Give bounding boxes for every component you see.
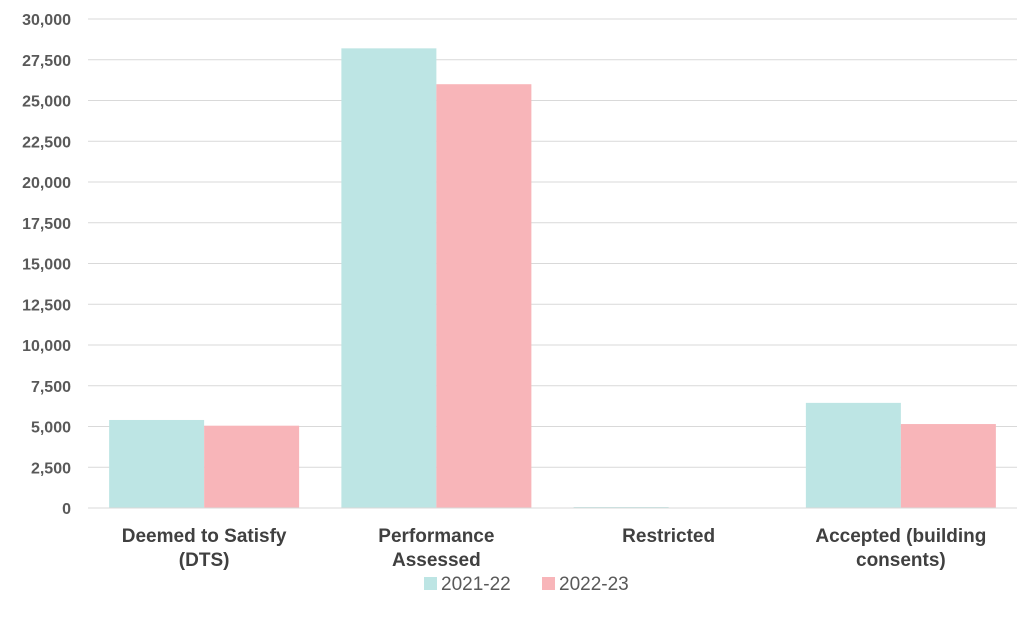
y-tick-label: 25,000 bbox=[22, 94, 71, 111]
gridlines bbox=[88, 18, 1017, 468]
bar-2022-23-3 bbox=[900, 424, 996, 508]
y-tick-label: 10,000 bbox=[22, 338, 71, 355]
y-tick-label: 12,500 bbox=[22, 297, 71, 314]
y-tick-label: 2,500 bbox=[31, 460, 71, 477]
x-tick-label: Restricted bbox=[622, 526, 715, 547]
bars bbox=[109, 48, 996, 509]
y-tick-label: 22,500 bbox=[22, 134, 71, 151]
x-tick-label: Assessed bbox=[392, 550, 481, 571]
bar-2021-22-0 bbox=[109, 419, 205, 508]
x-tick-label: consents) bbox=[856, 550, 946, 571]
y-axis: 0 2,500 5,000 7,500 10,000 12,500 15,000 17,500… bbox=[22, 12, 71, 518]
x-tick-label: Performance bbox=[378, 526, 494, 547]
y-tick-label: 5,000 bbox=[31, 420, 71, 437]
y-tick-label: 27,500 bbox=[22, 53, 71, 70]
legend-swatch bbox=[542, 577, 555, 590]
bar-2021-22-3 bbox=[805, 402, 901, 508]
legend-label: 2022-23 bbox=[559, 574, 629, 595]
bar-2021-22-1 bbox=[341, 48, 437, 509]
legend-label: 2021-22 bbox=[441, 574, 511, 595]
y-tick-label: 7,500 bbox=[31, 379, 71, 396]
y-tick-label: 15,000 bbox=[22, 257, 71, 274]
legend: 2021-22 2022-23 bbox=[424, 574, 629, 595]
x-tick-label: Accepted (building bbox=[815, 526, 986, 547]
x-tick-label: (DTS) bbox=[179, 550, 230, 571]
bar-2022-23-1 bbox=[436, 84, 532, 508]
y-tick-label: 30,000 bbox=[22, 12, 71, 29]
y-tick-label: 17,500 bbox=[22, 216, 71, 233]
y-tick-label: 20,000 bbox=[22, 175, 71, 192]
y-tick-label: 0 bbox=[62, 501, 71, 518]
x-tick-label: Deemed to Satisfy bbox=[122, 526, 287, 547]
bar-2022-23-0 bbox=[204, 425, 300, 508]
x-axis: Deemed to Satisfy (DTS) Performance Assesse… bbox=[122, 526, 987, 571]
legend-swatch bbox=[424, 577, 437, 590]
